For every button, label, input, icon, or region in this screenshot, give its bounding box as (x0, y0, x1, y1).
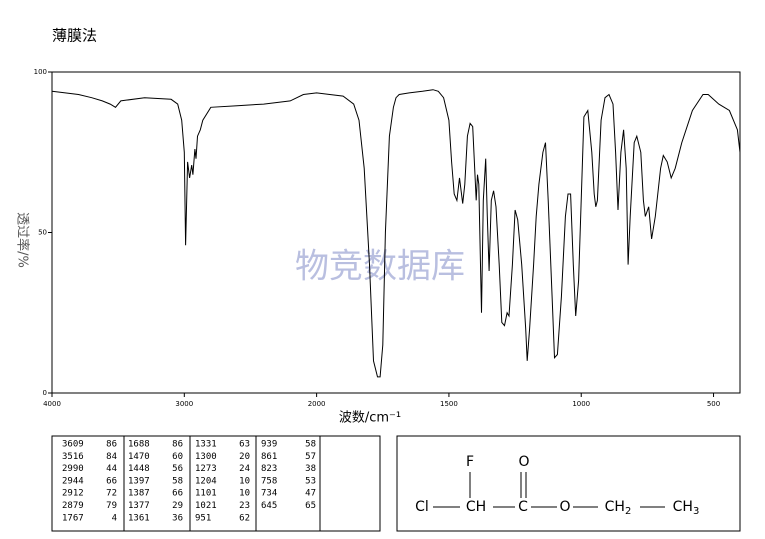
peak-transmittance: 4 (112, 513, 117, 523)
peak-transmittance: 44 (106, 464, 117, 474)
y-axis-label: 透过率/% (15, 212, 31, 268)
peak-transmittance: 60 (172, 452, 183, 462)
peak-wavenumber: 645 (261, 501, 277, 511)
peak-table-frame (51, 435, 381, 532)
peak-transmittance: 63 (239, 440, 250, 450)
peak-wavenumber: 2944 (62, 476, 84, 486)
peak-transmittance: 66 (106, 476, 117, 486)
peak-wavenumber: 861 (261, 452, 277, 462)
peak-transmittance: 20 (239, 452, 250, 462)
peak-wavenumber: 1021 (195, 501, 217, 511)
peak-wavenumber: 1300 (195, 452, 217, 462)
peak-transmittance: 10 (239, 489, 250, 499)
x-tick-label: 500 (707, 400, 720, 408)
peak-wavenumber: 939 (261, 440, 277, 450)
x-tick-label: 2000 (308, 400, 326, 408)
peak-wavenumber: 1377 (128, 501, 150, 511)
peak-wavenumber: 1448 (128, 464, 150, 474)
peak-wavenumber: 3609 (62, 440, 84, 450)
peak-transmittance: 36 (172, 513, 183, 523)
peak-transmittance: 23 (239, 501, 250, 511)
peak-wavenumber: 2990 (62, 464, 84, 474)
y-tick-label: 0 (43, 389, 47, 397)
peak-wavenumber: 758 (261, 476, 277, 486)
peak-wavenumber: 1767 (62, 513, 84, 523)
peak-transmittance: 24 (239, 464, 250, 474)
peak-transmittance: 57 (305, 452, 316, 462)
atom: O (518, 454, 529, 470)
peak-transmittance: 58 (305, 440, 316, 450)
structure-frame (396, 435, 741, 532)
peak-wavenumber: 823 (261, 464, 277, 474)
title: 薄膜法 (52, 27, 97, 45)
x-tick-label: 3000 (175, 400, 193, 408)
peak-wavenumber: 1331 (195, 440, 217, 450)
peak-wavenumber: 1688 (128, 440, 150, 450)
peak-wavenumber: 734 (261, 489, 277, 499)
peak-wavenumber: 2912 (62, 489, 84, 499)
peak-wavenumber: 3516 (62, 452, 84, 462)
x-axis-label: 波数/cm⁻¹ (339, 411, 401, 426)
peak-wavenumber: 1387 (128, 489, 150, 499)
watermark: 物竞数据库 (295, 247, 465, 287)
peak-wavenumber: 1361 (128, 513, 150, 523)
peak-transmittance: 10 (239, 476, 250, 486)
x-tick-label: 1500 (440, 400, 458, 408)
peak-wavenumber: 2879 (62, 501, 84, 511)
y-tick-label: 50 (38, 229, 47, 237)
peak-transmittance: 29 (172, 501, 183, 511)
peak-transmittance: 62 (239, 513, 250, 523)
peak-transmittance: 47 (305, 489, 316, 499)
peak-transmittance: 65 (305, 501, 316, 511)
peak-transmittance: 86 (172, 440, 183, 450)
atom: Cl (415, 499, 429, 515)
atom: O (559, 499, 570, 515)
peak-transmittance: 58 (172, 476, 183, 486)
peak-wavenumber: 1470 (128, 452, 150, 462)
x-tick-label: 1000 (572, 400, 590, 408)
peak-wavenumber: 1204 (195, 476, 217, 486)
peak-wavenumber: 1273 (195, 464, 217, 474)
atom: CH3 (673, 499, 700, 517)
atom: C (518, 499, 528, 515)
peak-transmittance: 56 (172, 464, 183, 474)
peak-wavenumber: 951 (195, 513, 211, 523)
x-tick-label: 4000 (43, 400, 61, 408)
peak-transmittance: 66 (172, 489, 183, 499)
plot-frame (51, 71, 741, 394)
peak-transmittance: 86 (106, 440, 117, 450)
peak-transmittance: 79 (106, 501, 117, 511)
atom: F (466, 454, 474, 470)
atom: CH2 (605, 499, 632, 517)
peak-transmittance: 53 (305, 476, 316, 486)
peak-wavenumber: 1397 (128, 476, 150, 486)
atom: CH (466, 499, 486, 515)
bonds (433, 472, 665, 508)
peak-transmittance: 72 (106, 489, 117, 499)
peak-wavenumber: 1101 (195, 489, 217, 499)
y-tick-label: 100 (34, 68, 47, 76)
peak-transmittance: 38 (305, 464, 316, 474)
spectrum-line (51, 89, 741, 378)
peak-transmittance: 84 (106, 452, 117, 462)
